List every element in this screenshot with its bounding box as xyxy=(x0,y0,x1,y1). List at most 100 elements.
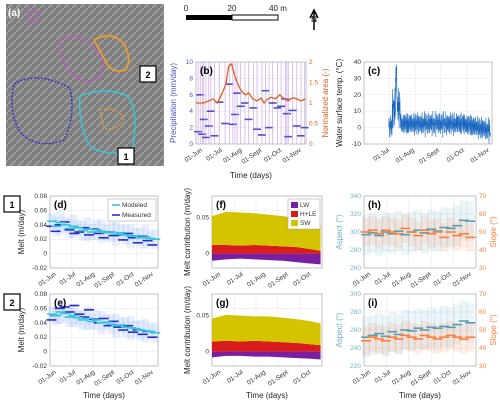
legend: Modeled Measured xyxy=(107,198,157,222)
y-axis-label: Melt (m/day) xyxy=(17,209,26,254)
y-axis-label-right: Slope (°) xyxy=(489,314,498,346)
y-tick-label: 260 xyxy=(350,265,361,272)
map-panel: (a) 2 1 xyxy=(6,4,164,166)
site-1-label: 1 xyxy=(123,152,128,162)
y-tick-label: 0.04 xyxy=(34,320,47,327)
y-tick-label: 0 xyxy=(357,125,361,132)
legend-hle-swatch xyxy=(291,211,298,217)
y-tick-label: 10 xyxy=(354,108,362,115)
x-tick-label: 01-Jul xyxy=(226,369,245,385)
north-label: N xyxy=(311,15,317,24)
y-tick-label: 10 xyxy=(186,59,194,66)
y-tick-label: 0.08 xyxy=(34,291,47,298)
row-1-label: 1 xyxy=(9,200,14,210)
panel-label-f: (f) xyxy=(216,200,226,211)
y-tick-label: 0 xyxy=(43,251,47,258)
x-tick-label: 01-Nov xyxy=(451,270,473,288)
scale-0: 0 xyxy=(184,4,189,13)
y-axis-label-right: Slope (°) xyxy=(489,216,498,248)
x-tick-label: 01-Aug xyxy=(246,271,267,289)
x-axis-label: Time (days) xyxy=(399,391,441,400)
y-axis-label: Aspect (°) xyxy=(335,214,344,250)
y-tick-label: 340 xyxy=(350,193,361,200)
y-tick-label: 6 xyxy=(189,92,193,99)
x-axis-label: Time (days) xyxy=(83,391,125,400)
panel-label-b: (b) xyxy=(200,66,213,77)
x-tick-label: 01-Oct xyxy=(446,147,466,164)
y-tick-label: 0.05 xyxy=(196,215,209,222)
y-tick-label: 280 xyxy=(350,309,361,316)
y-tick-label: 70 xyxy=(479,291,487,298)
y-tick-label: 0.02 xyxy=(34,334,47,341)
y-axis-label: Melt (m/day) xyxy=(17,307,26,352)
y-tick-label: 0 xyxy=(205,251,209,258)
water-temp-line xyxy=(388,64,491,144)
x-tick-label: 01-Oct xyxy=(292,271,312,288)
legend-measured: Measured xyxy=(122,212,151,219)
x-tick-label: 01-Oct xyxy=(263,147,283,164)
y-tick-label: 50 xyxy=(479,229,487,236)
scale-40: 40 m xyxy=(269,4,287,13)
x-tick-label: 01-Nov xyxy=(451,368,473,386)
x-tick-label: 01-Nov xyxy=(469,146,491,164)
x-tick-label: 01-Aug xyxy=(246,369,267,387)
y-tick-label: 300 xyxy=(350,229,361,236)
x-axis-label: Time (days) xyxy=(230,171,272,180)
energy-area-chart-g: 0 0.05 01-Jun 01-Jul 01-Aug 01-Sept 01-Oct Time… xyxy=(183,286,323,400)
water-temp-chart: -10 0 10 20 30 40 01-Jul 01-Aug 01-Sept 01-Oct 01-… xyxy=(335,59,493,166)
x-tick-label: 01-Sept xyxy=(410,271,433,290)
y-tick-label: -0.02 xyxy=(32,363,47,370)
x-tick-label: 01-Jul xyxy=(205,147,224,163)
scale-bar: 0 20 40 m xyxy=(184,4,287,21)
normalized-area-line xyxy=(196,62,306,105)
y-tick-label: 0 xyxy=(189,141,193,148)
outline-magenta xyxy=(59,36,104,82)
x-tick-label: 01-Oct xyxy=(115,369,135,386)
y-tick-label: 2 xyxy=(309,59,313,66)
y-tick-label: 30 xyxy=(479,265,487,272)
y-tick-label: 280 xyxy=(350,247,361,254)
y-tick-label: 70 xyxy=(479,193,487,200)
panel-label-e: (e) xyxy=(54,298,66,309)
x-tick-label: 01-Sept xyxy=(410,369,433,388)
row-2-box xyxy=(3,293,21,311)
energy-area-chart-f: 0 0.05 01-Jun 01-Jul 01-Aug 01-Sept 01-Oct Melt… xyxy=(183,188,323,290)
y-tick-label: 320 xyxy=(350,211,361,218)
x-tick-label: 01-Aug xyxy=(395,147,416,165)
x-tick-label: 01-Nov xyxy=(134,270,156,288)
lw-area xyxy=(212,253,321,265)
row-2-label: 2 xyxy=(9,298,14,308)
x-tick-label: 01-Jun xyxy=(37,369,58,386)
x-tick-label: 01-Sept xyxy=(418,147,441,166)
hillshade-map xyxy=(6,4,164,166)
y-tick-label: 240 xyxy=(350,345,361,352)
y-tick-label: 0 xyxy=(43,349,47,356)
y-tick-label: 0.5 xyxy=(309,121,318,128)
y-tick-label: -0.02 xyxy=(32,265,47,272)
y-tick-label: 220 xyxy=(350,363,361,370)
x-tick-label: 01-Jul xyxy=(373,271,392,287)
x-tick-label: 01-Sept xyxy=(93,369,116,388)
panel-label-d: (d) xyxy=(54,200,67,211)
y-axis-label: Melt contribution (m/day) xyxy=(183,188,192,276)
north-arrow: N xyxy=(309,8,319,30)
sw-area xyxy=(212,314,321,346)
y-tick-label: 0 xyxy=(309,141,313,148)
outline-blue xyxy=(11,77,73,145)
x-tick-label: 01-Nov xyxy=(282,146,304,164)
outline-orange xyxy=(92,35,130,72)
x-tick-label: 01-Jun xyxy=(352,369,373,386)
y-tick-label: 20 xyxy=(354,92,362,99)
y-tick-label: 1 xyxy=(309,100,313,107)
hle-area xyxy=(212,244,321,254)
panel-label-g: (g) xyxy=(216,298,229,309)
row-1-box xyxy=(3,195,21,213)
panel-label-h: (h) xyxy=(368,200,381,211)
y-tick-label: 0.06 xyxy=(34,207,47,214)
y-tick-label: 2 xyxy=(189,125,193,132)
y-tick-label: 1.5 xyxy=(309,80,318,87)
site-1-box xyxy=(117,147,135,165)
x-tick-label: 01-Oct xyxy=(433,271,453,288)
